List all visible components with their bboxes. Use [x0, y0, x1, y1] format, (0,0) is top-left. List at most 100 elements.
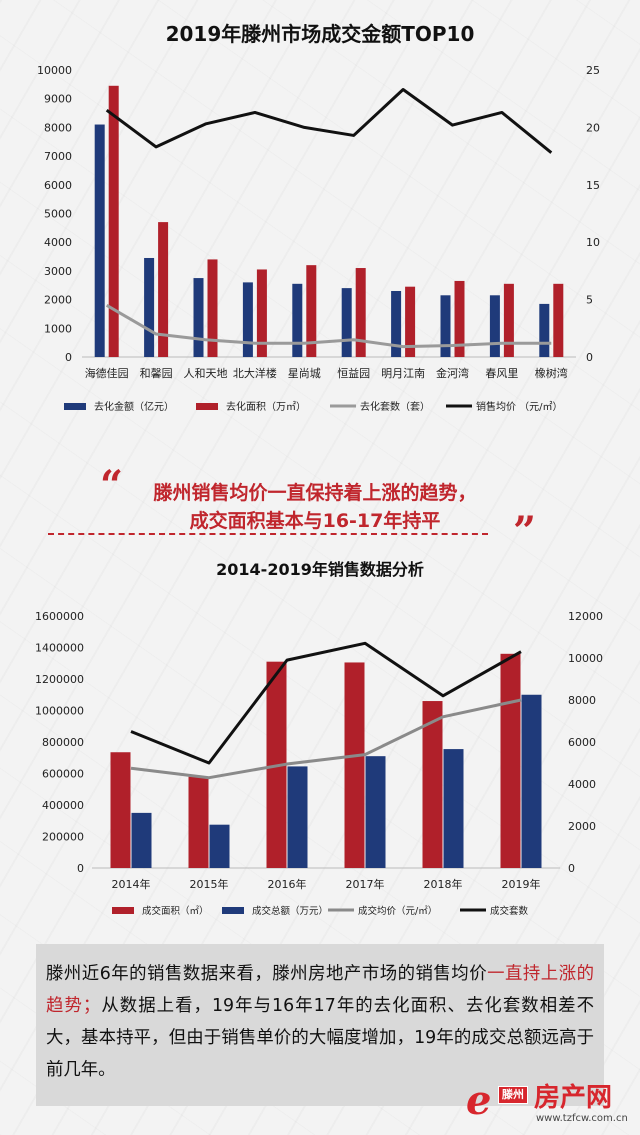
chart1-series-line [105, 88, 553, 154]
chart2-y-right-tick: 8000 [568, 694, 596, 707]
chart2-bar [209, 824, 230, 868]
logo-url: www.tzfcw.com.cn [536, 1113, 628, 1124]
chart1-bar [503, 283, 514, 357]
chart2-y-left-tick: 1400000 [35, 642, 84, 655]
chart1-bar [158, 222, 169, 357]
chart2-bar [344, 662, 365, 868]
chart1-bar [144, 257, 155, 357]
chart1-legend-label: 去化面积（万㎡） [226, 400, 306, 413]
chart2-bar [500, 653, 521, 868]
chart1-bar [108, 85, 119, 357]
chart2-category-label: 2015年 [190, 877, 229, 891]
chart2-category-label: 2014年 [112, 877, 151, 891]
quote-underline [48, 533, 488, 535]
chart1-bar [193, 278, 204, 357]
chart2-title: 2014-2019年销售数据分析 [216, 560, 424, 579]
chart1-bar [539, 303, 550, 357]
chart2-y-left-tick: 0 [77, 862, 84, 875]
logo-name: 房产网 [534, 1083, 613, 1113]
chart1-legend-swatch [196, 403, 218, 410]
chart1-legend-label: 去化套数（套） [360, 400, 430, 413]
chart2-bar [443, 749, 464, 868]
chart1-category-label: 恒益园 [337, 366, 370, 380]
chart1-y-left-tick: 5000 [44, 208, 72, 221]
chart1-y-left-tick: 10000 [37, 64, 72, 77]
summary-part2: 从数据上看，19年与16年17年的去化面积、去化套数相差不大，基本持平，但由于销… [46, 996, 594, 1080]
chart1-y-left-tick: 7000 [44, 150, 72, 163]
chart1-y-left-tick: 1000 [44, 322, 72, 335]
chart1-category-label: 明月江南 [381, 367, 425, 380]
chart2-y-left-tick: 1000000 [35, 705, 84, 718]
chart1-category-label: 北大洋楼 [233, 366, 277, 380]
chart1-bar [355, 268, 366, 357]
chart2-y-left-tick: 400000 [42, 799, 84, 812]
chart2-legend-swatch [112, 907, 134, 914]
chart1-bar [454, 280, 465, 357]
chart1-y-left-tick: 8000 [44, 121, 72, 134]
chart2-legend-label: 成交套数 [490, 905, 529, 917]
chart2-bar [131, 812, 152, 868]
chart1-bar [341, 288, 352, 357]
chart1-y-left-tick: 6000 [44, 179, 72, 192]
chart1-bar [391, 290, 402, 357]
chart2-series-line [130, 698, 522, 780]
chart2-y-left-tick: 200000 [42, 831, 84, 844]
chart2-bar [188, 776, 209, 868]
open-quote-mark: “ [100, 462, 124, 509]
chart2-category-label: 2018年 [424, 877, 463, 891]
site-logo: e 滕州 房产网 www.tzfcw.com.cn [454, 1081, 634, 1127]
chart1-bar [440, 295, 451, 357]
chart1-category-label: 春风里 [485, 367, 518, 380]
chart1-bar [94, 124, 105, 357]
summary-highlight: 一直持上涨的趋势； [46, 964, 594, 1016]
chart1-y-left-tick: 9000 [44, 93, 72, 106]
chart1-category-label: 海德佳园 [85, 366, 129, 380]
quote-line-1: 滕州销售均价一直保持着上涨的趋势， [153, 482, 477, 504]
chart2-y-right-tick: 6000 [568, 736, 596, 749]
chart1-y-left-tick: 2000 [44, 294, 72, 307]
chart1-category-label: 橡树湾 [535, 366, 568, 380]
chart1-legend-swatch [64, 403, 86, 410]
chart2-y-right-tick: 4000 [568, 778, 596, 791]
chart2-bar [110, 752, 131, 868]
chart1-category-label: 和馨园 [140, 366, 173, 380]
chart1-y-right-tick: 0 [586, 351, 593, 364]
chart1-bar [242, 282, 253, 357]
chart1-y-right-tick: 25 [586, 64, 600, 77]
chart1-series-line [105, 304, 552, 349]
chart2-y-left-tick: 1200000 [35, 673, 84, 686]
chart1-bar [292, 283, 303, 357]
chart2-bar [287, 766, 308, 868]
summary-box: 滕州近6年的销售数据来看，滕州房地产市场的销售均价一直持上涨的趋势；从数据上看，… [36, 944, 604, 1106]
chart1-legend-label: 去化金额（亿元） [94, 400, 174, 413]
chart2-y-left-tick: 600000 [42, 768, 84, 781]
chart2-legend-label: 成交均价（元/㎡） [358, 905, 437, 917]
chart1-title: 2019年滕州市场成交金额TOP10 [165, 22, 475, 46]
chart1-bar [207, 259, 218, 357]
chart2-legend-swatch [222, 907, 244, 914]
chart2-category-label: 2019年 [502, 877, 541, 891]
chart2: 0 200000 400000 600000 800000 1000000 1200000 1… [35, 610, 603, 917]
chart2-y-left-tick: 1600000 [35, 610, 84, 623]
quote-box: “ 滕州销售均价一直保持着上涨的趋势， 成交面积基本与16-17年持平 ” [100, 462, 536, 552]
close-quote-mark: ” [512, 508, 536, 555]
chart1-bar [405, 286, 416, 357]
chart2-y-right-tick: 12000 [568, 610, 603, 623]
chart2-category-label: 2017年 [346, 877, 385, 891]
chart2-y-right-tick: 10000 [568, 652, 603, 665]
chart2-legend-label: 成交总额（万元） [252, 905, 328, 917]
chart1-y-left-tick: 0 [65, 351, 72, 364]
chart1-category-label: 人和天地 [184, 367, 228, 380]
chart1-bar [553, 283, 564, 357]
chart2-bar [365, 756, 386, 868]
chart2-y-right-tick: 0 [568, 862, 575, 875]
chart1-y-right-tick: 5 [586, 294, 593, 307]
chart2-category-label: 2016年 [268, 877, 307, 891]
chart1-bar [256, 269, 267, 357]
chart2-y-left-tick: 800000 [42, 736, 84, 749]
chart1-y-right-tick: 20 [586, 121, 600, 134]
logo-mark-icon: e [466, 1077, 492, 1124]
chart1: 0100020003000400050006000700080009000100… [37, 64, 600, 413]
chart1-y-right-tick: 15 [586, 179, 600, 192]
chart1-bar [489, 295, 500, 357]
